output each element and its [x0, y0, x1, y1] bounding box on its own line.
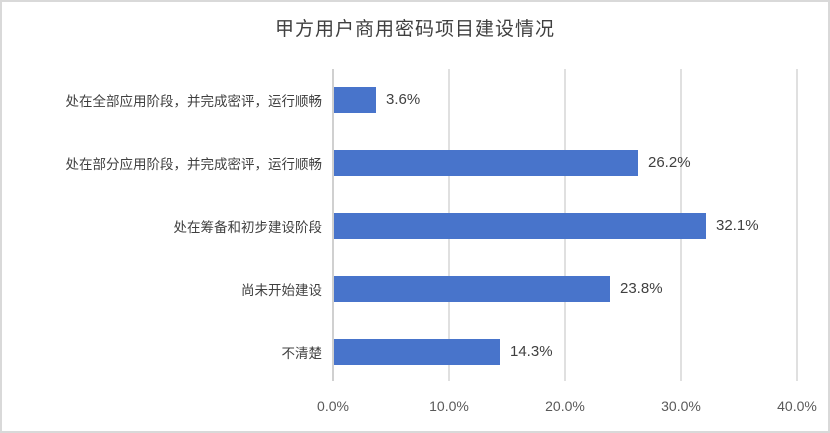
value-label: 32.1% — [716, 217, 759, 234]
x-tick-label: 30.0% — [661, 398, 701, 414]
y-axis-line — [332, 69, 334, 381]
bar-full-application — [334, 87, 376, 113]
value-label: 23.8% — [620, 280, 663, 297]
bar-partial-application — [334, 150, 638, 176]
category-label: 处在全部应用阶段，并完成密评，运行顺畅 — [65, 94, 323, 110]
value-label: 14.3% — [510, 343, 553, 360]
gridline-40 — [796, 69, 798, 381]
x-tick-label: 40.0% — [777, 398, 817, 414]
x-tick-label: 20.0% — [545, 398, 585, 414]
chart-title: 甲方用户商用密码项目建设情况 — [274, 18, 555, 40]
category-label: 处在筹备和初步建设阶段 — [173, 220, 323, 236]
value-label: 26.2% — [648, 154, 691, 171]
x-tick-label: 10.0% — [429, 398, 469, 414]
plot-area: 3.6% 26.2% 32.1% 23.8% 14.3% — [332, 69, 798, 381]
bar-not-started — [334, 276, 610, 302]
category-label: 处在部分应用阶段，并完成密评，运行顺畅 — [65, 157, 323, 173]
value-label: 3.6% — [386, 91, 421, 108]
bar-unclear — [334, 339, 500, 365]
bar-preparation — [334, 213, 706, 239]
x-tick-label: 0.0% — [317, 398, 349, 414]
category-label: 不清楚 — [281, 346, 323, 362]
category-label: 尚未开始建设 — [241, 283, 322, 299]
